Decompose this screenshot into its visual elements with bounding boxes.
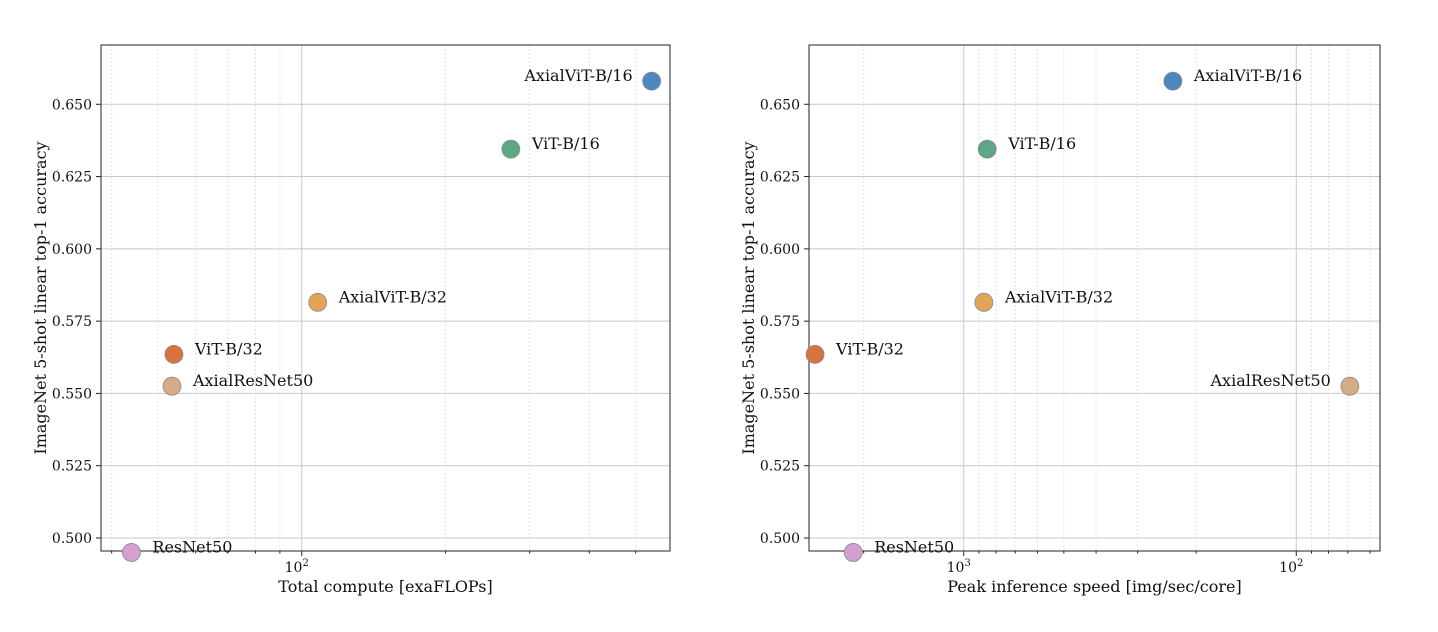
y-tick-label: 0.500 (52, 531, 92, 547)
y-tick-label: 0.625 (52, 170, 92, 186)
point-label: ViT-B/16 (531, 134, 600, 153)
scatter-point (805, 344, 825, 364)
x-tick-base: 10 (285, 560, 303, 576)
point-label: ViT-B/32 (194, 339, 263, 358)
y-tick-label: 0.575 (760, 314, 800, 330)
y-tick-label: 0.550 (52, 386, 92, 402)
y-tick-label: 0.525 (52, 459, 92, 475)
point-label: AxialViT-B/32 (338, 287, 447, 306)
x-axis-label: Total compute [exaFLOPs] (278, 577, 492, 596)
y-tick-label: 0.600 (52, 242, 92, 258)
y-axis-label: ImageNet 5-shot linear top-1 accuracy (739, 141, 758, 454)
point-label: AxialResNet50 (192, 371, 313, 390)
x-tick-label: 102 (1279, 558, 1303, 576)
y-tick-label: 0.550 (760, 386, 800, 402)
x-axis-label: Peak inference speed [img/sec/core] (947, 577, 1241, 596)
scatter-point (308, 292, 328, 312)
x-tick-base: 10 (947, 560, 965, 576)
scatter-point (977, 139, 997, 159)
x-tick-exponent: 2 (302, 558, 308, 569)
scatter-point (974, 292, 994, 312)
x-tick-label: 103 (947, 558, 971, 576)
y-tick-label: 0.600 (760, 242, 800, 258)
point-label: ViT-B/16 (1007, 134, 1076, 153)
y-tick-label: 0.500 (760, 531, 800, 547)
y-tick-label: 0.525 (760, 459, 800, 475)
point-label: AxialViT-B/16 (1193, 66, 1302, 85)
scatter-point (164, 344, 184, 364)
point-label: AxialResNet50 (1210, 371, 1331, 390)
point-label: AxialViT-B/16 (523, 66, 632, 85)
scatter-point (1163, 71, 1183, 91)
speed-accuracy-panel: 103 1020.5000.5250.5500.5750.6000.6250.65… (739, 44, 1381, 596)
scatter-point (642, 71, 662, 91)
plot-frame (100, 44, 671, 552)
scatter-point (1340, 376, 1360, 396)
y-tick-label: 0.650 (52, 97, 92, 113)
point-label: ResNet50 (152, 537, 232, 556)
y-axis-label: ImageNet 5-shot linear top-1 accuracy (31, 141, 50, 454)
point-label: ResNet50 (874, 537, 954, 556)
x-tick-exponent: 3 (964, 558, 970, 569)
scatter-point (501, 139, 521, 159)
y-tick-label: 0.650 (760, 97, 800, 113)
scatter-point (843, 543, 863, 562)
point-label: ViT-B/32 (835, 339, 904, 358)
y-tick-label: 0.625 (760, 170, 800, 186)
y-tick-label: 0.575 (52, 314, 92, 330)
x-tick-exponent: 2 (1297, 558, 1303, 569)
x-tick-label: 102 (285, 558, 309, 576)
plot-frame (808, 44, 1381, 552)
point-label: AxialViT-B/32 (1004, 287, 1113, 306)
x-tick-base: 10 (1279, 560, 1297, 576)
compute-accuracy-panel: 102 0.500 0.525 0.550 0.575 0.600 0.625 0.650 To… (31, 44, 671, 596)
scatter-point (122, 543, 141, 562)
scatter-point (162, 376, 182, 396)
